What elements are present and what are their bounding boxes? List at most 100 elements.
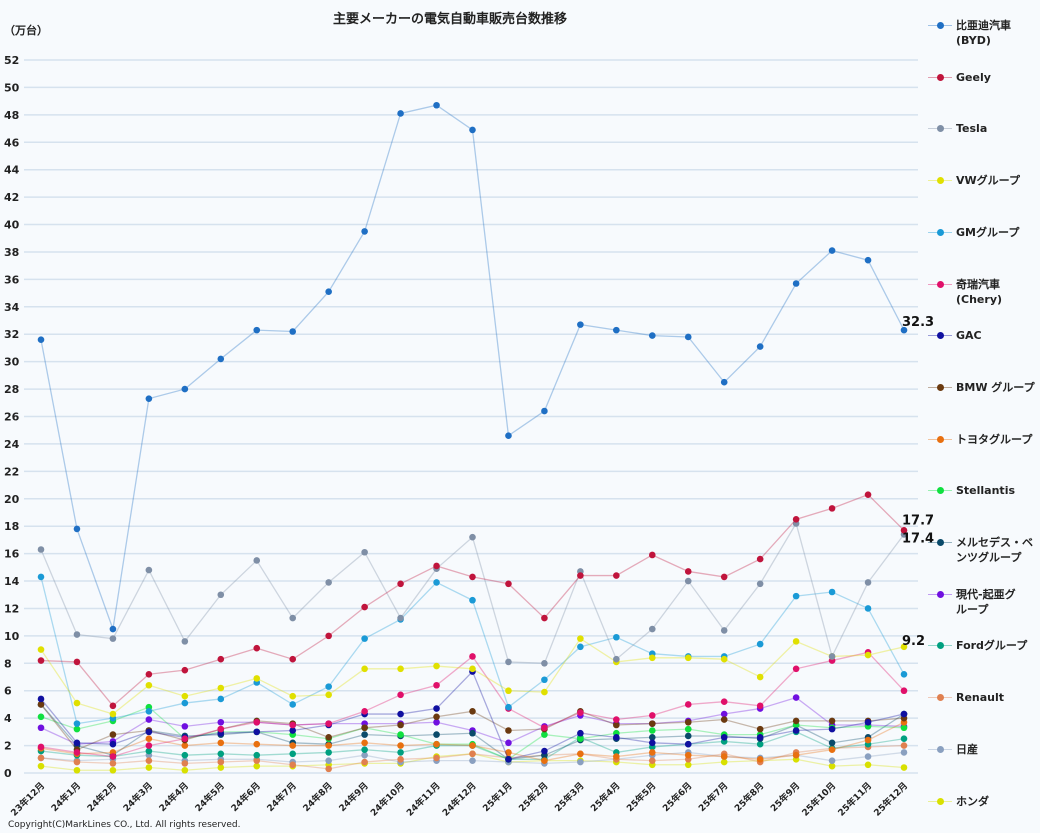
- data-point: [505, 432, 512, 439]
- data-point: [397, 691, 404, 699]
- data-point: [37, 713, 45, 721]
- data-point: [684, 761, 692, 769]
- data-point: [756, 555, 764, 563]
- data-point: [433, 731, 440, 738]
- data-point: [73, 631, 81, 638]
- data-point: [433, 562, 440, 570]
- data-point: [181, 385, 189, 393]
- data-point: [325, 765, 332, 773]
- data-point: [792, 665, 800, 673]
- data-point: [828, 739, 836, 747]
- data-point: [37, 546, 45, 553]
- data-point: [397, 710, 404, 718]
- data-point: [792, 516, 800, 523]
- legend-item: 日産: [928, 742, 978, 757]
- legend-label: Tesla: [956, 122, 988, 136]
- data-point: [325, 757, 332, 764]
- y-tick-label: 6: [4, 685, 12, 698]
- data-point: [900, 749, 908, 756]
- data-point: [145, 742, 153, 749]
- legend-label: メルセデス・ベ ンツグループ: [956, 536, 1033, 564]
- legend-label: VWグループ: [956, 174, 1020, 188]
- data-point: [505, 580, 512, 588]
- data-point: [361, 739, 368, 747]
- data-point: [720, 710, 728, 718]
- data-point: [577, 709, 584, 716]
- legend-item: Tesla: [928, 121, 987, 136]
- y-tick-label: 44: [4, 164, 20, 177]
- data-point: [505, 658, 512, 666]
- data-point: [900, 527, 908, 534]
- series-トヨタグループ: [37, 718, 908, 764]
- legend-marker-icon: [928, 173, 952, 188]
- data-point: [792, 751, 800, 759]
- legend-marker-icon: [928, 380, 952, 395]
- data-point: [613, 716, 620, 723]
- data-label: 17.4: [902, 531, 934, 546]
- series-line: [40, 104, 905, 630]
- x-tick-label: 25年6月: [660, 780, 695, 815]
- data-point: [145, 735, 153, 743]
- data-point: [792, 638, 800, 645]
- legend-item: VWグループ: [928, 173, 1020, 188]
- data-point: [181, 751, 189, 759]
- data-point: [397, 665, 404, 673]
- data-point: [361, 665, 368, 673]
- x-tick-label: 24年4月: [156, 780, 191, 815]
- data-point: [145, 747, 153, 755]
- data-point: [433, 681, 440, 689]
- legend-item: GAC: [928, 328, 982, 343]
- x-tick-label: 25年7月: [696, 780, 731, 815]
- data-point: [253, 751, 261, 759]
- data-point: [217, 750, 225, 758]
- data-point: [648, 727, 656, 734]
- data-point: [505, 687, 512, 695]
- data-point: [684, 577, 692, 585]
- data-point: [325, 734, 332, 741]
- x-tick-label: 25年5月: [624, 780, 659, 815]
- y-tick-label: 4: [4, 712, 12, 725]
- legend-marker-icon: [928, 587, 952, 602]
- data-point: [613, 721, 620, 729]
- data-point: [828, 757, 836, 764]
- x-tick-label: 25年8月: [732, 780, 767, 815]
- legend-label: Renault: [956, 691, 1005, 705]
- data-point: [361, 724, 368, 732]
- data-point: [37, 701, 45, 708]
- data-point: [73, 758, 81, 766]
- y-axis-unit-label: （万台）: [4, 24, 48, 37]
- data-point: [541, 614, 548, 622]
- data-point: [684, 732, 692, 740]
- legend-label: 現代-起亜グ ループ: [956, 587, 1016, 616]
- data-point: [900, 687, 908, 695]
- data-point: [720, 716, 728, 723]
- x-tick-label: 24年5月: [192, 780, 227, 815]
- data-point: [325, 683, 332, 690]
- data-point: [217, 591, 225, 599]
- data-point: [900, 670, 908, 678]
- data-point: [289, 328, 297, 335]
- data-point: [361, 758, 368, 766]
- data-point: [613, 326, 620, 334]
- data-point: [361, 746, 368, 753]
- data-point: [828, 762, 836, 770]
- data-label: 9.2: [902, 634, 925, 649]
- data-point: [145, 670, 153, 678]
- data-point: [900, 710, 908, 718]
- data-point: [648, 734, 656, 741]
- data-point: [684, 568, 692, 575]
- data-point: [37, 695, 45, 703]
- series-現代-起亜グ: [37, 694, 908, 748]
- y-tick-label: 50: [4, 81, 20, 94]
- y-tick-label: 38: [4, 246, 19, 259]
- data-point: [109, 753, 117, 760]
- data-point: [505, 739, 512, 747]
- legend-item: ホンダ: [928, 794, 989, 809]
- data-point: [217, 684, 225, 692]
- data-point: [648, 720, 656, 727]
- legend-label: BMW グループ: [956, 380, 1035, 394]
- legend-label: トヨタグループ: [956, 432, 1033, 446]
- data-point: [828, 588, 836, 596]
- data-point: [541, 724, 548, 732]
- data-point: [864, 605, 872, 612]
